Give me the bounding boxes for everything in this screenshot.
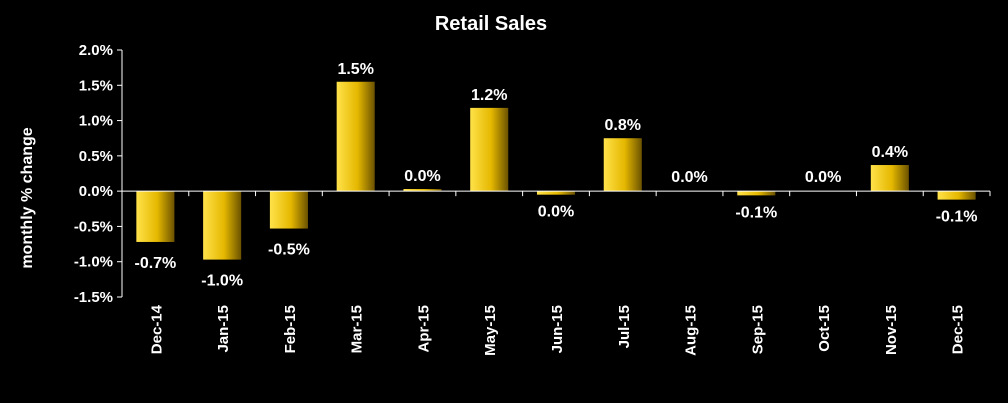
- x-tick-label: Jun-15: [549, 305, 566, 353]
- data-labels: -0.7% -1.0% -0.5% 1.5% 0.0% 1.2% 0.0% 0.8% 0.0% -…: [134, 61, 977, 290]
- data-label: 0.0%: [538, 204, 574, 221]
- x-tick-label: Aug-15: [683, 305, 700, 356]
- x-tick-label: Dec-15: [950, 305, 967, 354]
- bar: [203, 191, 242, 260]
- x-tick-label: Sep-15: [749, 305, 766, 354]
- x-tick-label: Feb-15: [282, 305, 299, 353]
- x-tick-label: May-15: [482, 305, 499, 356]
- data-label: 0.0%: [404, 168, 440, 185]
- data-label: 0.0%: [671, 169, 707, 186]
- y-tick-label: -1.5%: [74, 289, 113, 306]
- chart-title: Retail Sales: [435, 13, 547, 35]
- x-tick-label: Nov-15: [883, 305, 900, 355]
- y-tick-label: 0.5%: [79, 148, 113, 165]
- data-label: 0.8%: [605, 117, 641, 134]
- bar: [870, 165, 909, 192]
- x-tick-label: Apr-15: [415, 305, 432, 353]
- y-tick-label: 1.5%: [79, 77, 113, 94]
- y-axis: 2.0% 1.5% 1.0% 0.5% 0.0% -0.5% -1.0% -1.5%: [74, 42, 123, 306]
- data-label: -1.0%: [201, 273, 243, 290]
- data-label: -0.1%: [735, 204, 777, 221]
- data-label: 1.2%: [471, 87, 507, 104]
- bar: [136, 191, 175, 242]
- x-tick-label: Oct-15: [816, 305, 833, 352]
- x-tick-label: Jan-15: [215, 305, 232, 353]
- bar: [470, 107, 509, 192]
- data-label: -0.1%: [936, 209, 978, 226]
- y-axis-label: monthly % change: [19, 127, 36, 268]
- bars: [136, 81, 976, 260]
- x-tick-label: Jul-15: [616, 305, 633, 348]
- bar: [403, 189, 442, 192]
- bar: [269, 191, 308, 229]
- bar: [336, 81, 375, 192]
- data-label: 0.0%: [805, 169, 841, 186]
- data-label: -0.5%: [268, 242, 310, 259]
- x-tick-label: Mar-15: [349, 305, 366, 353]
- bar: [937, 191, 976, 200]
- data-label: -0.7%: [134, 255, 176, 272]
- y-tick-label: -0.5%: [74, 218, 113, 235]
- y-tick-label: 0.0%: [79, 183, 113, 200]
- y-tick-label: 1.0%: [79, 113, 113, 130]
- x-axis: Dec-14 Jan-15 Feb-15 Mar-15 Apr-15 May-15 Jun-…: [121, 190, 991, 356]
- y-tick-label: -1.0%: [74, 254, 113, 271]
- data-label: 0.4%: [872, 144, 908, 161]
- bar: [536, 191, 576, 195]
- data-label: 1.5%: [337, 61, 373, 78]
- bar: [603, 138, 642, 192]
- y-tick-label: 2.0%: [79, 42, 113, 59]
- x-tick-label: Dec-14: [148, 304, 165, 354]
- bar: [737, 191, 776, 196]
